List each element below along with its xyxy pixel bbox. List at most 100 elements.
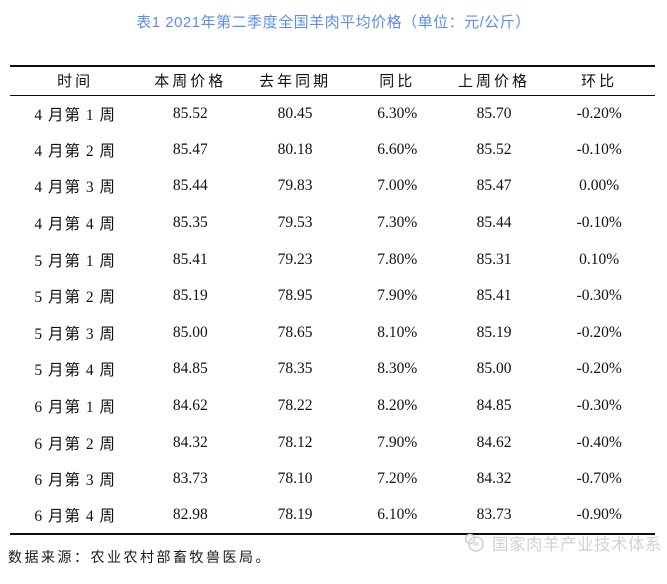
value-cell: 84.85 — [172, 360, 208, 378]
value-cell: 85.52 — [172, 104, 208, 122]
time-cell: 5 月第 3 周 — [34, 325, 116, 343]
value-cell: 7.20% — [377, 470, 418, 488]
table-row: 6 月第 2 周 84.32 78.12 7.90% 84.62 -0.40% — [10, 424, 655, 461]
value-cell: 79.83 — [277, 177, 313, 195]
time-cell: 4 月第 1 周 — [34, 106, 116, 124]
watermark-label: 国家肉羊产业技术体系 — [492, 536, 662, 554]
column-header-wow: 环比 — [543, 66, 655, 96]
value-cell: 79.23 — [277, 250, 313, 268]
column-header-this-week-price: 本周价格 — [140, 66, 241, 96]
price-table: 时间 本周价格 去年同期 同比 上周价格 环比 4 月第 1 周 85.52 80.… — [10, 65, 655, 536]
table-row: 5 月第 3 周 85.00 78.65 8.10% 85.19 -0.20% — [10, 315, 655, 352]
sheep-logo-icon — [463, 532, 487, 554]
watermark: 国家肉羊产业技术体系 — [463, 531, 662, 555]
time-cell: 5 月第 1 周 — [34, 252, 116, 270]
value-cell: -0.10% — [576, 140, 622, 158]
value-cell: 8.10% — [377, 323, 418, 341]
value-cell: 85.52 — [476, 140, 512, 158]
value-cell: -0.30% — [576, 397, 622, 415]
value-cell: -0.20% — [576, 360, 622, 378]
column-header-last-year-same-period: 去年同期 — [240, 66, 350, 96]
value-cell: 85.00 — [476, 360, 512, 378]
value-cell: 84.62 — [476, 433, 512, 451]
value-cell: 84.85 — [476, 397, 512, 415]
value-cell: 8.30% — [377, 360, 418, 378]
value-cell: 0.10% — [579, 250, 620, 268]
value-cell: 7.30% — [377, 214, 418, 232]
value-cell: 78.35 — [277, 360, 313, 378]
time-cell: 4 月第 2 周 — [34, 142, 116, 160]
value-cell: 83.73 — [476, 506, 512, 524]
value-cell: 84.62 — [172, 397, 208, 415]
value-cell: 85.41 — [172, 250, 208, 268]
page-title: 表1 2021年第二季度全国羊肉平均价格（单位：元/公斤） — [136, 14, 531, 31]
time-cell: 6 月第 1 周 — [34, 399, 116, 417]
value-cell: 79.53 — [277, 214, 313, 232]
value-cell: 6.10% — [377, 506, 418, 524]
value-cell: 85.35 — [172, 214, 208, 232]
value-cell: 85.41 — [476, 287, 512, 305]
table-row: 4 月第 2 周 85.47 80.18 6.60% 85.52 -0.10% — [10, 132, 655, 169]
value-cell: 82.98 — [172, 506, 208, 524]
table-row: 4 月第 4 周 85.35 79.53 7.30% 85.44 -0.10% — [10, 205, 655, 242]
table-row: 5 月第 4 周 84.85 78.35 8.30% 85.00 -0.20% — [10, 351, 655, 388]
value-cell: 78.65 — [277, 323, 313, 341]
time-cell: 6 月第 4 周 — [34, 508, 116, 526]
value-cell: -0.70% — [576, 470, 622, 488]
value-cell: 80.18 — [277, 140, 313, 158]
value-cell: 78.12 — [277, 433, 313, 451]
value-cell: 78.95 — [277, 287, 313, 305]
value-cell: -0.20% — [576, 323, 622, 341]
value-cell: 80.45 — [277, 104, 313, 122]
value-cell: 84.32 — [172, 433, 208, 451]
value-cell: 8.20% — [377, 397, 418, 415]
value-cell: -0.10% — [576, 214, 622, 232]
time-cell: 4 月第 4 周 — [34, 216, 116, 234]
column-header-time: 时间 — [10, 66, 141, 96]
value-cell: -0.40% — [576, 433, 622, 451]
value-cell: 6.60% — [377, 140, 418, 158]
value-cell: 85.19 — [476, 323, 512, 341]
table-header: 时间 本周价格 去年同期 同比 上周价格 环比 — [10, 66, 655, 96]
table-row: 5 月第 2 周 85.19 78.95 7.90% 85.41 -0.30% — [10, 278, 655, 315]
value-cell: 85.70 — [476, 104, 512, 122]
value-cell: -0.30% — [576, 287, 622, 305]
table-row: 4 月第 3 周 85.44 79.83 7.00% 85.47 0.00% — [10, 168, 655, 205]
price-table-container: 时间 本周价格 去年同期 同比 上周价格 环比 4 月第 1 周 85.52 80.… — [10, 65, 655, 536]
value-cell: 7.00% — [377, 177, 418, 195]
table-row: 5 月第 1 周 85.41 79.23 7.80% 85.31 0.10% — [10, 241, 655, 278]
value-cell: 78.22 — [277, 397, 313, 415]
table-row: 4 月第 1 周 85.52 80.45 6.30% 85.70 -0.20% — [10, 95, 655, 132]
time-cell: 6 月第 2 周 — [34, 435, 116, 453]
value-cell: 85.47 — [476, 177, 512, 195]
value-cell: 6.30% — [377, 104, 418, 122]
time-cell: 5 月第 2 周 — [34, 289, 116, 307]
value-cell: 85.31 — [476, 250, 512, 268]
value-cell: 83.73 — [172, 470, 208, 488]
table-row: 6 月第 3 周 83.73 78.10 7.20% 84.32 -0.70% — [10, 461, 655, 498]
value-cell: 7.90% — [377, 287, 418, 305]
time-cell: 6 月第 3 周 — [34, 472, 116, 490]
time-cell: 5 月第 4 周 — [34, 362, 116, 380]
table-body: 4 月第 1 周 85.52 80.45 6.30% 85.70 -0.20% 4 月第 2… — [10, 95, 655, 534]
column-header-yoy: 同比 — [349, 66, 445, 96]
table-header-row: 时间 本周价格 去年同期 同比 上周价格 环比 — [10, 66, 655, 96]
value-cell: 85.44 — [476, 214, 512, 232]
value-cell: 85.19 — [172, 287, 208, 305]
value-cell: 85.00 — [172, 323, 208, 341]
value-cell: -0.20% — [576, 104, 622, 122]
value-cell: 85.47 — [172, 140, 208, 158]
data-source-note: 数据来源：农业农村部畜牧兽医局。 — [8, 551, 272, 566]
value-cell: 78.19 — [277, 506, 313, 524]
value-cell: 78.10 — [277, 470, 313, 488]
value-cell: 0.00% — [579, 177, 620, 195]
column-header-last-week-price: 上周价格 — [444, 66, 544, 96]
value-cell: -0.90% — [576, 506, 622, 524]
table-row: 6 月第 1 周 84.62 78.22 8.20% 84.85 -0.30% — [10, 388, 655, 425]
value-cell: 85.44 — [172, 177, 208, 195]
time-cell: 4 月第 3 周 — [34, 179, 116, 197]
value-cell: 7.80% — [377, 250, 418, 268]
value-cell: 84.32 — [476, 470, 512, 488]
table-row: 6 月第 4 周 82.98 78.19 6.10% 83.73 -0.90% — [10, 498, 655, 535]
